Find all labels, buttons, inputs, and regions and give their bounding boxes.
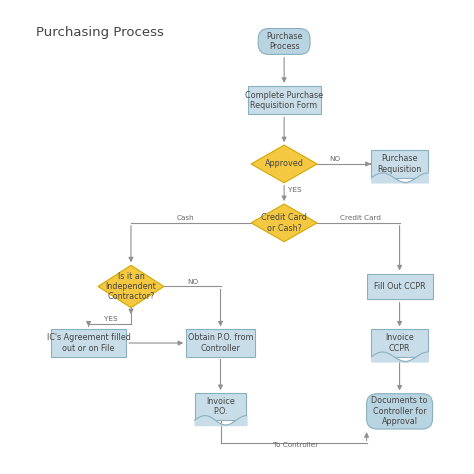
- Bar: [371, 329, 428, 357]
- Polygon shape: [251, 145, 317, 183]
- Text: Invoice
CCPR: Invoice CCPR: [385, 333, 414, 353]
- Polygon shape: [251, 204, 317, 242]
- Text: Credit Card
or Cash?: Credit Card or Cash?: [261, 213, 307, 233]
- Text: YES: YES: [288, 187, 301, 193]
- Text: Cash: Cash: [176, 215, 194, 220]
- FancyBboxPatch shape: [366, 394, 433, 429]
- Text: Complete Purchase
Requisition Form: Complete Purchase Requisition Form: [245, 91, 323, 110]
- Bar: [186, 329, 255, 357]
- Bar: [195, 393, 246, 420]
- Bar: [247, 86, 320, 115]
- Text: Purchase
Process: Purchase Process: [266, 32, 302, 51]
- Text: Invoice
P.O.: Invoice P.O.: [206, 397, 235, 416]
- Text: Documents to
Controller for
Approval: Documents to Controller for Approval: [371, 396, 428, 426]
- Bar: [366, 273, 433, 300]
- Text: To Controller: To Controller: [273, 442, 319, 448]
- Text: Fill Out CCPR: Fill Out CCPR: [374, 282, 425, 291]
- FancyBboxPatch shape: [258, 28, 310, 55]
- Bar: [51, 329, 126, 357]
- Text: Approved: Approved: [264, 159, 303, 168]
- Text: YES: YES: [104, 316, 118, 322]
- Text: Purchase
Requisition: Purchase Requisition: [377, 154, 422, 173]
- Text: Credit Card: Credit Card: [340, 215, 382, 220]
- Text: Purchasing Process: Purchasing Process: [36, 26, 164, 38]
- Text: NO: NO: [188, 279, 199, 285]
- Text: Is it an
Independent
Contractor?: Is it an Independent Contractor?: [106, 272, 156, 301]
- Text: NO: NO: [329, 155, 340, 162]
- Bar: [371, 150, 428, 178]
- Text: Obtain P.O. from
Controller: Obtain P.O. from Controller: [188, 333, 253, 353]
- Polygon shape: [98, 265, 164, 308]
- Text: IC's Agreement filled
out or on File: IC's Agreement filled out or on File: [46, 333, 130, 353]
